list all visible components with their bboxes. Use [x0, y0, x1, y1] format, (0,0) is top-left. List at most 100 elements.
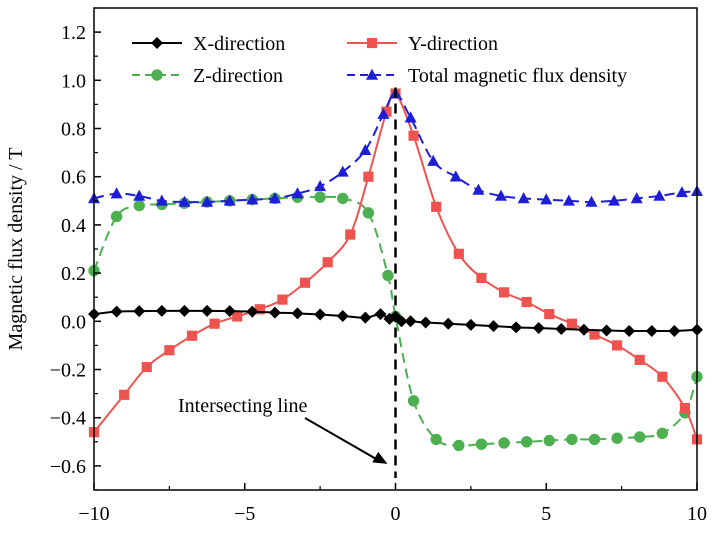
data-point	[532, 322, 545, 335]
series-x-direction	[88, 304, 703, 337]
data-point	[634, 431, 646, 443]
data-point	[336, 309, 349, 322]
data-point	[675, 186, 688, 198]
data-point	[164, 345, 175, 356]
legend-marker	[366, 37, 378, 49]
data-point	[223, 305, 236, 318]
data-point	[232, 311, 243, 322]
data-point	[611, 432, 623, 444]
data-point	[110, 187, 123, 199]
data-point	[562, 194, 575, 206]
data-point	[498, 437, 510, 449]
legend-item: Total magnetic flux density	[347, 65, 627, 87]
data-point	[337, 192, 349, 205]
data-point	[336, 165, 349, 177]
y-tick-label: 0.6	[61, 167, 86, 189]
data-point	[623, 324, 636, 337]
data-point	[201, 195, 214, 207]
data-point	[453, 248, 464, 259]
data-point	[407, 395, 420, 407]
data-point	[427, 154, 440, 166]
data-point	[517, 192, 530, 204]
data-point	[656, 427, 669, 440]
legend-marker	[151, 69, 163, 81]
legend-label: X-direction	[193, 33, 285, 55]
data-point	[510, 321, 523, 334]
x-tick-label: 10	[687, 503, 707, 525]
data-point	[277, 294, 288, 305]
legend: X-direction Y-direction Z-direction Total m…	[132, 33, 627, 87]
data-point	[476, 272, 487, 284]
data-point	[408, 130, 419, 141]
data-point	[345, 229, 356, 240]
data-point	[566, 433, 578, 446]
data-point	[178, 195, 191, 207]
data-point	[201, 304, 214, 317]
ticks-layer: −10 −5 0 5 10 −0.6 −0.4 −0.2 0.0 0.2 0.4 0.6 0.8 1.0 1…	[50, 7, 707, 525]
data-point	[374, 308, 387, 321]
data-point	[442, 317, 455, 330]
data-point	[540, 193, 553, 205]
y-tick-label: 0.8	[61, 119, 86, 141]
data-point	[246, 193, 259, 205]
annotation-arrow-line	[304, 417, 380, 462]
data-point	[110, 305, 123, 318]
y-tick-label: 0.4	[61, 215, 86, 237]
data-point	[498, 287, 510, 298]
legend-label: Y-direction	[408, 33, 498, 55]
annotation-arrowhead	[372, 451, 388, 464]
data-point	[133, 305, 146, 318]
legend-label: Total magnetic flux density	[408, 65, 627, 87]
data-point	[585, 195, 598, 207]
data-point	[543, 434, 555, 447]
data-point	[314, 308, 327, 321]
data-point	[254, 304, 265, 315]
data-point	[475, 438, 488, 450]
data-point	[419, 316, 432, 329]
y-tick-label: 1.2	[61, 22, 86, 44]
data-point	[577, 323, 590, 336]
x-tick-label: −5	[234, 503, 255, 525]
data-point	[314, 191, 326, 203]
data-point	[612, 340, 623, 351]
y-tick-label: 0.0	[61, 311, 86, 333]
data-point	[449, 170, 462, 182]
data-point	[520, 436, 533, 448]
data-point	[322, 257, 333, 268]
data-point	[668, 324, 681, 337]
y-tick-label: 1.0	[61, 70, 86, 92]
data-point	[544, 308, 555, 320]
data-point	[404, 315, 417, 328]
data-point	[634, 354, 645, 365]
y-tick-label: −0.2	[50, 360, 86, 382]
data-point	[299, 277, 311, 288]
data-point	[381, 106, 392, 117]
data-point	[359, 311, 372, 324]
legend-label: Z-direction	[193, 65, 283, 87]
data-point	[291, 307, 304, 320]
data-point	[291, 187, 304, 199]
data-point	[110, 210, 123, 223]
data-point	[133, 199, 145, 212]
data-point	[223, 194, 236, 206]
data-point	[246, 305, 259, 318]
data-point	[630, 192, 643, 204]
data-point	[589, 329, 600, 340]
legend-item: Y-direction	[347, 33, 498, 55]
data-point	[268, 306, 281, 319]
data-point	[521, 296, 532, 308]
data-point	[600, 324, 613, 337]
legend-marker	[366, 68, 378, 80]
data-point	[679, 402, 691, 414]
y-tick-label: −0.4	[50, 408, 86, 430]
data-point	[268, 192, 281, 204]
y-axis-label: Magnetic flux density / T	[5, 148, 27, 351]
x-tick-label: 5	[541, 503, 551, 525]
series-layer	[88, 87, 703, 452]
data-point	[395, 315, 408, 328]
data-point	[377, 107, 390, 119]
data-point	[464, 318, 477, 331]
data-point	[588, 433, 601, 446]
data-point	[566, 318, 577, 329]
